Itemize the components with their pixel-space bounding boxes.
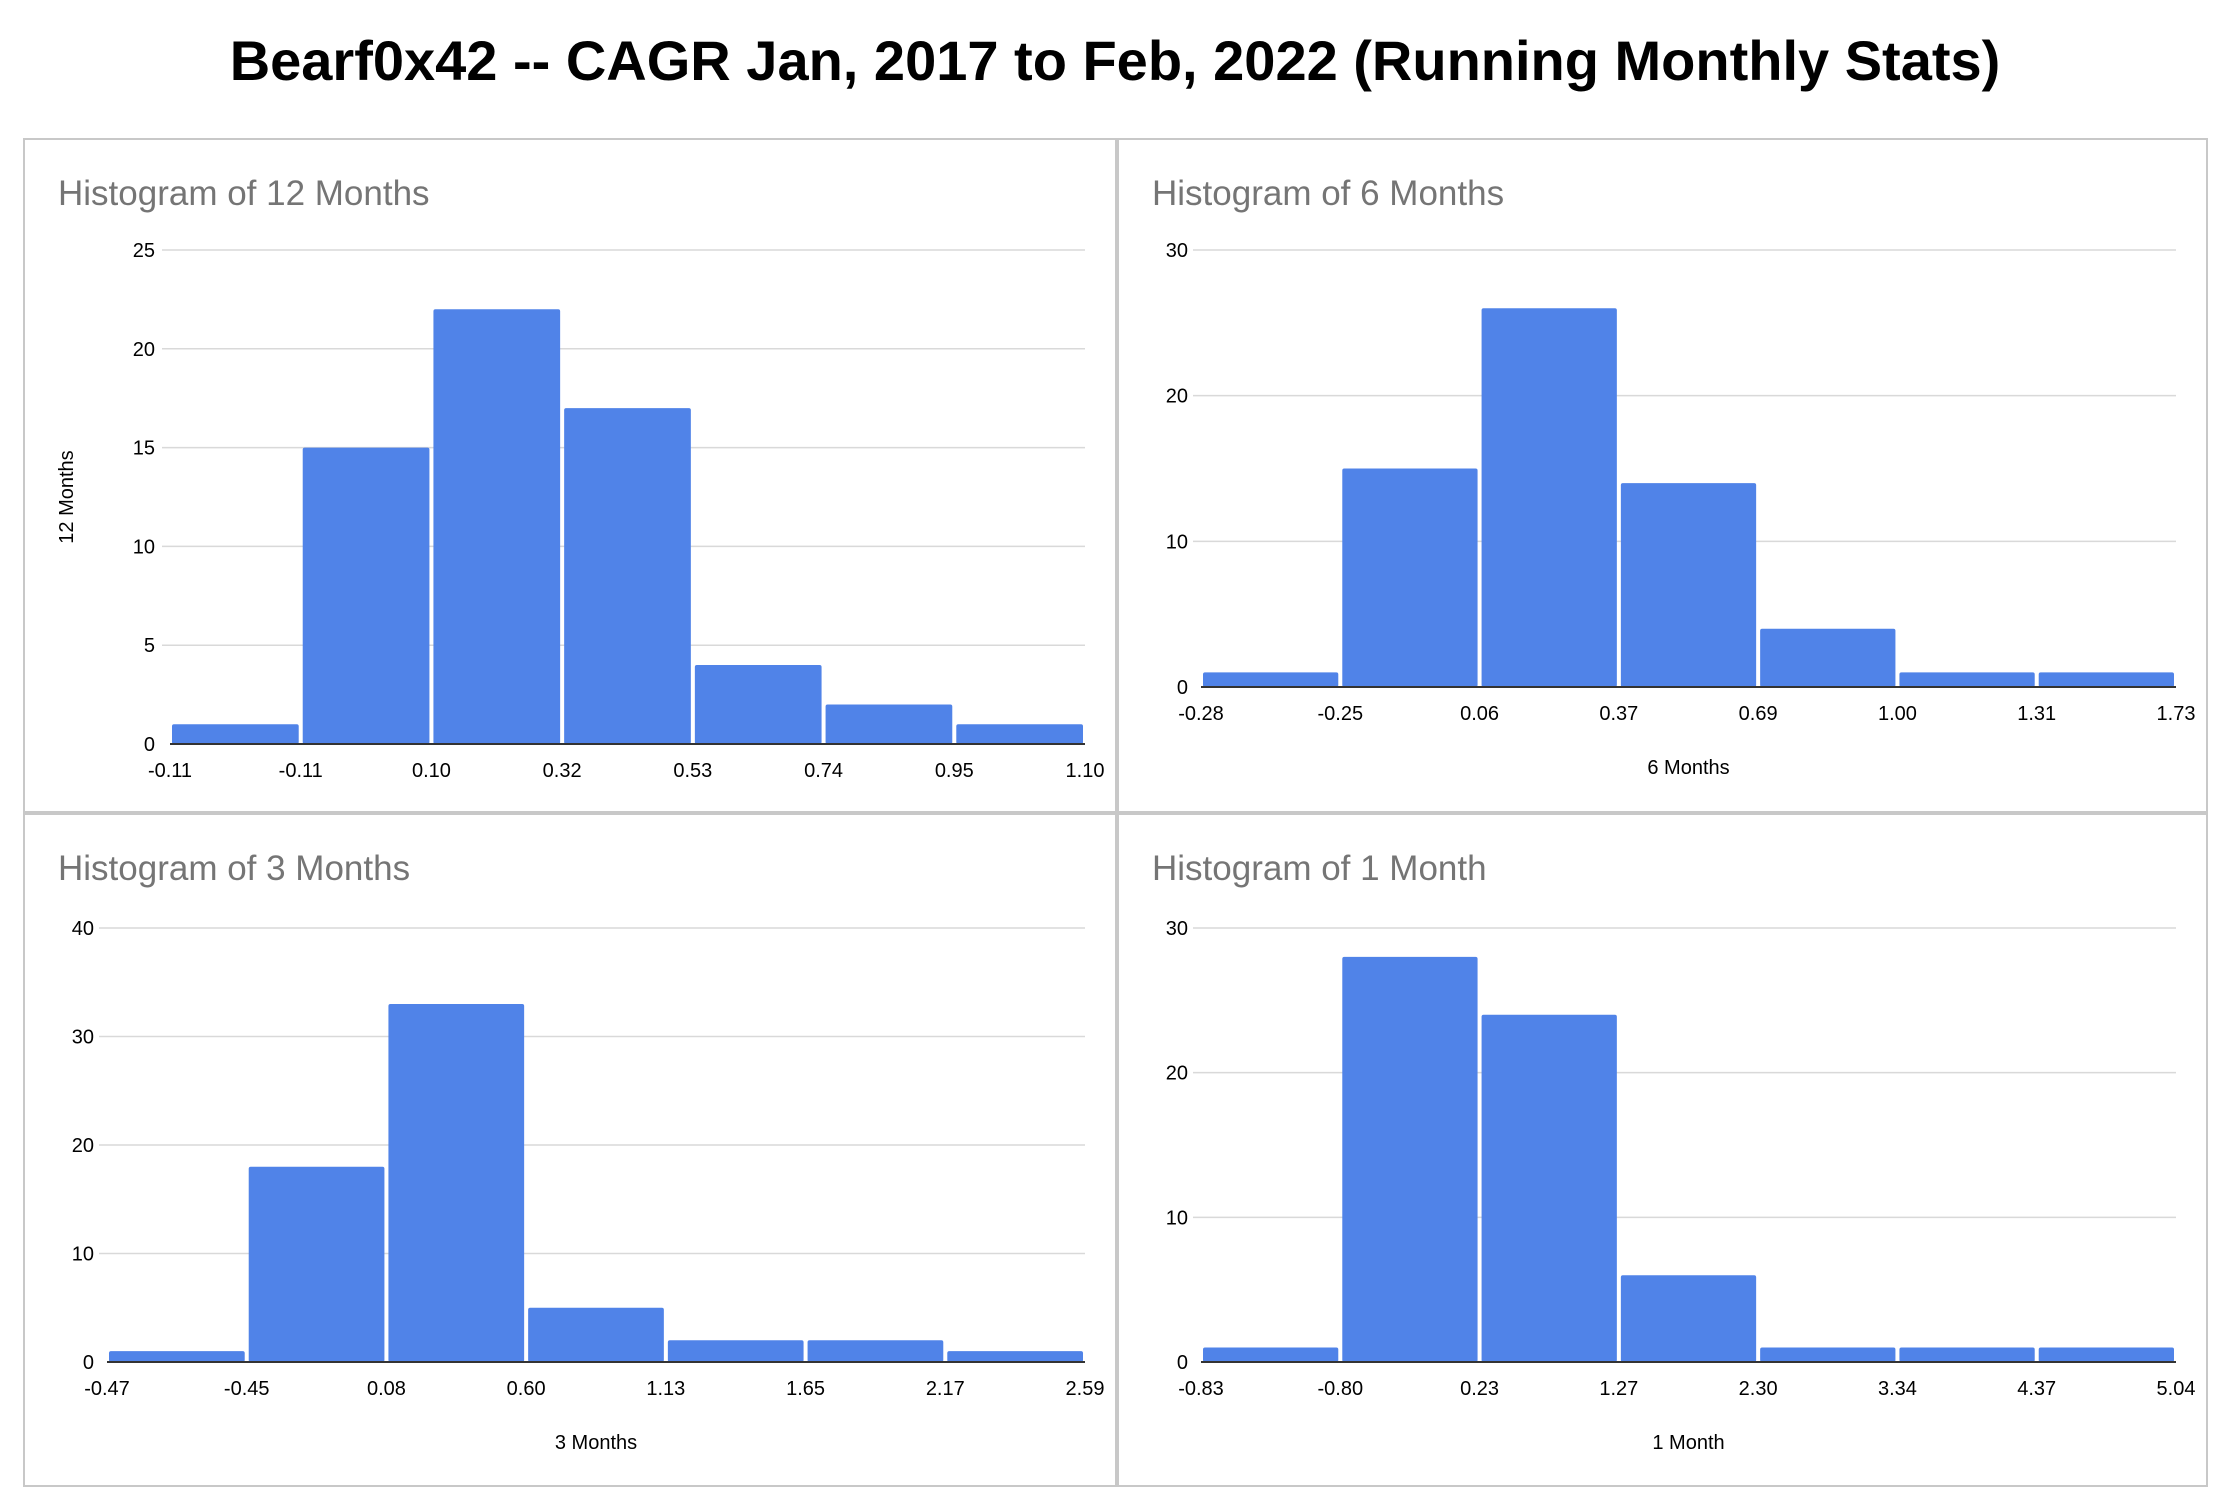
x-tick-label: -0.47 (84, 1378, 130, 1400)
x-tick-label: 0.74 (804, 760, 843, 782)
x-tick-label: 0.37 (1599, 703, 1638, 725)
x-tick-label: 1.27 (1599, 1378, 1638, 1400)
x-tick-label: 1.31 (2017, 703, 2056, 725)
histogram-bar (1620, 1275, 1757, 1362)
x-tick-label: 1.00 (1878, 703, 1917, 725)
histogram-bar (1760, 1347, 1896, 1362)
histogram-bar (1760, 628, 1896, 687)
page-title: Bearf0x42 -- CAGR Jan, 2017 to Feb, 2022… (229, 29, 2001, 92)
x-axis-label: 6 Months (1647, 757, 1729, 779)
y-tick-label: 10 (72, 1244, 94, 1266)
chart-title: Histogram of 3 Months (58, 849, 411, 888)
x-tick-label: 4.37 (2017, 1378, 2056, 1400)
x-tick-label: 0.69 (1739, 703, 1778, 725)
chart-panel-12-months: Histogram of 12 Months 0 5 10 15 20 25 -0.11 -0… (23, 138, 1117, 813)
histogram-1-month: 0 10 20 30 -0.83 -0.80 0.23 1.27 2.30 3.34 4.37 5.0… (1166, 918, 2196, 1454)
x-tick-label: 0.53 (673, 760, 712, 782)
histogram-bar (1481, 308, 1617, 687)
y-tick-label: 20 (1166, 386, 1188, 408)
y-tick-label: 30 (72, 1027, 94, 1049)
x-tick-label: -0.83 (1178, 1378, 1224, 1400)
x-tick-label: 0.23 (1460, 1378, 1499, 1400)
x-tick-label: 0.10 (412, 760, 451, 782)
chart-panel-6-months: Histogram of 6 Months 0 10 20 30 -0.28 -0.25 0… (1117, 138, 2208, 813)
histogram-bar (1899, 672, 2035, 687)
x-tick-label: -0.80 (1317, 1378, 1363, 1400)
y-tick-label: 20 (72, 1135, 94, 1157)
histogram-bar (1342, 468, 1478, 687)
y-tick-label: 20 (1166, 1063, 1188, 1085)
x-tick-label: 0.32 (543, 760, 582, 782)
histogram-bar (956, 724, 1083, 744)
histogram-bar (302, 447, 430, 744)
y-tick-label: 40 (72, 918, 94, 940)
x-tick-label: -0.11 (279, 760, 323, 782)
histogram-bar (1899, 1347, 2035, 1362)
x-tick-label: 2.17 (926, 1378, 965, 1400)
chart-title: Histogram of 6 Months (1152, 174, 1505, 213)
chart-panel-1-month: Histogram of 1 Month 0 10 20 30 -0.83 -0.80 0.… (1117, 813, 2208, 1487)
histogram-bar (564, 408, 691, 744)
x-tick-label: 0.60 (507, 1378, 546, 1400)
histogram-6-months: 0 10 20 30 -0.28 -0.25 0.06 0.37 0.69 1.00 1.31 1.7… (1166, 240, 2196, 779)
y-tick-label: 10 (133, 536, 155, 558)
x-tick-label: -0.25 (1317, 703, 1363, 725)
x-tick-label: -0.28 (1178, 703, 1224, 725)
x-tick-label: 2.30 (1739, 1378, 1778, 1400)
chart-title: Histogram of 12 Months (58, 174, 430, 213)
y-tick-label: 0 (1177, 677, 1188, 699)
histogram-bar (1342, 956, 1478, 1362)
x-tick-label: 1.13 (646, 1378, 685, 1400)
x-tick-label: 0.06 (1460, 703, 1499, 725)
x-tick-label: -0.45 (224, 1378, 270, 1400)
histogram-bar (694, 664, 822, 744)
y-tick-label: 25 (133, 240, 155, 262)
histogram-bar (667, 1340, 804, 1362)
x-tick-label: 2.59 (1066, 1378, 1105, 1400)
y-tick-label: 5 (144, 635, 155, 657)
y-tick-label: 20 (133, 339, 155, 361)
histogram-bar (2038, 672, 2174, 687)
x-tick-label: 1.73 (2157, 703, 2196, 725)
x-tick-label: 5.04 (2157, 1378, 2196, 1400)
x-tick-label: 0.95 (935, 760, 974, 782)
y-tick-label: 30 (1166, 918, 1188, 940)
histogram-bar (825, 704, 953, 744)
y-tick-label: 0 (83, 1352, 94, 1374)
histogram-bar (248, 1166, 385, 1362)
chart-title: Histogram of 1 Month (1152, 849, 1487, 888)
chart-panel-3-months: Histogram of 3 Months 0 10 20 30 40 -0.47 -0.4… (23, 813, 1117, 1487)
y-tick-label: 15 (133, 438, 155, 460)
histogram-bar (528, 1307, 664, 1362)
histogram-bar (388, 1003, 525, 1362)
histogram-12-months: 0 5 10 15 20 25 -0.11 -0.11 0.10 0.32 0.53 0.74 0.95… (56, 240, 1105, 782)
y-tick-label: 10 (1166, 1207, 1188, 1229)
y-tick-label: 10 (1166, 531, 1188, 553)
histogram-bar (109, 1351, 245, 1362)
y-tick-label: 30 (1166, 240, 1188, 262)
histogram-bar (2038, 1347, 2174, 1362)
y-tick-label: 0 (144, 734, 155, 756)
x-tick-label: 0.08 (367, 1378, 406, 1400)
histogram-bar (433, 309, 561, 744)
histogram-bar (1203, 1347, 1339, 1362)
histogram-bar (807, 1340, 944, 1362)
histogram-bar (1203, 672, 1339, 687)
histogram-bar (172, 724, 299, 744)
histogram-3-months: 0 10 20 30 40 -0.47 -0.45 0.08 0.60 1.13 1.65 2.17 2… (72, 918, 1105, 1454)
x-tick-label: 3.34 (1878, 1378, 1917, 1400)
histogram-bar (1481, 1014, 1617, 1362)
histogram-bar (947, 1351, 1083, 1362)
y-axis-label: 12 Months (56, 450, 78, 543)
x-tick-label: 1.10 (1066, 760, 1105, 782)
y-tick-label: 0 (1177, 1352, 1188, 1374)
x-tick-label: 1.65 (786, 1378, 825, 1400)
histogram-bar (1620, 483, 1757, 687)
x-axis-label: 3 Months (555, 1432, 637, 1454)
x-tick-label: -0.11 (148, 760, 192, 782)
x-axis-label: 1 Month (1652, 1432, 1724, 1454)
